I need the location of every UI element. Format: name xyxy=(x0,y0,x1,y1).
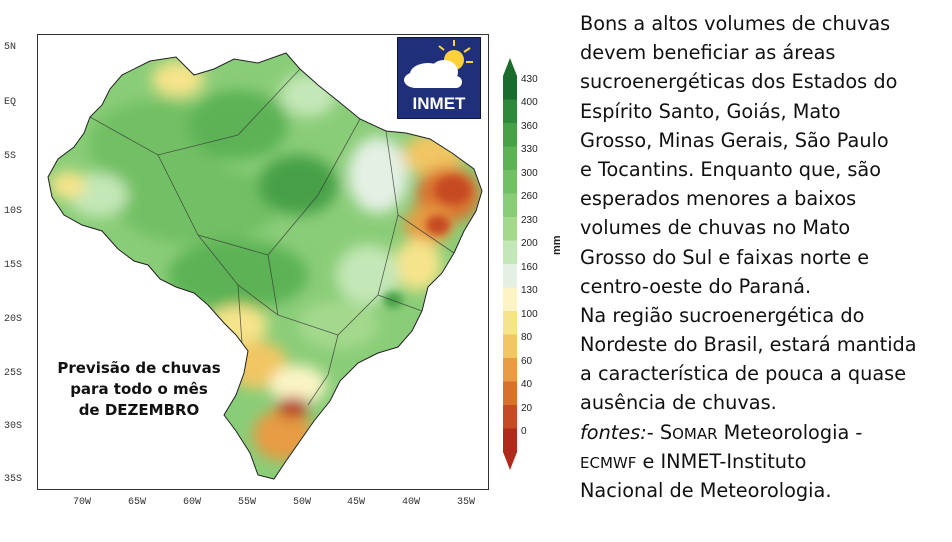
text-line: Nordeste do Brasil, estará mantida xyxy=(580,333,917,357)
colorbar-swatch xyxy=(503,193,517,218)
lon-tick: 45W xyxy=(346,497,365,508)
colorbar-swatch xyxy=(503,381,517,406)
colorbar-label: 300 xyxy=(521,167,538,179)
lat-tick: 20S xyxy=(4,314,23,325)
colorbar-label: 130 xyxy=(521,285,538,297)
colorbar-label: 330 xyxy=(521,144,538,156)
colorbar-label: 60 xyxy=(521,355,533,367)
inmet-logo-text: INMET xyxy=(412,94,466,113)
sources-text: - S xyxy=(646,420,673,444)
colorbar-label: 100 xyxy=(521,308,538,320)
lon-tick: 60W xyxy=(182,497,201,508)
text-line: centro-oeste do Paraná. xyxy=(580,274,812,298)
lon-tick: 35W xyxy=(456,497,475,508)
text-line: ausência de chuvas. xyxy=(580,391,777,415)
colorbar-swatch xyxy=(503,264,517,288)
colorbar-max-arrow xyxy=(503,58,517,76)
sources-smallcaps: ECMWF xyxy=(580,453,637,472)
text-panel: Bons a altos volumes de chuvas devem ben… xyxy=(580,9,950,505)
colorbar-swatch xyxy=(503,76,517,100)
colorbar-swatch xyxy=(503,123,517,147)
lat-tick: EQ xyxy=(4,97,17,108)
lon-tick: 65W xyxy=(127,497,146,508)
colorbar-swatch xyxy=(503,358,517,382)
caption-line: de DEZEMBRO xyxy=(78,401,200,419)
sources-line: fontes:- SOMAR Meteorologia - xyxy=(580,418,950,447)
colorbar-swatch xyxy=(503,217,517,241)
lon-tick: 50W xyxy=(292,497,311,508)
text-line: a característica de pouca a quase xyxy=(580,362,907,386)
colorbar-swatch xyxy=(503,240,517,265)
text-line: Na região sucroenergética do xyxy=(580,303,865,327)
text-line: volumes de chuvas no Mato xyxy=(580,216,851,240)
colorbar-swatch xyxy=(503,428,517,453)
text-line: Grosso, Minas Gerais, São Paulo xyxy=(580,128,889,152)
lat-tick: 30S xyxy=(4,421,23,432)
colorbar-swatch xyxy=(503,405,517,429)
sources-smallcaps: OMAR xyxy=(672,424,718,443)
lon-tick: 55W xyxy=(237,497,256,508)
colorbar-swatch xyxy=(503,311,517,335)
lat-tick: 10S xyxy=(4,206,23,217)
colorbar-label: 260 xyxy=(521,191,538,203)
text-line: Grosso do Sul e faixas norte e xyxy=(580,245,870,269)
brazil-map-svg xyxy=(47,52,483,480)
colorbar-label: 0 xyxy=(521,426,527,438)
sources-line: Nacional de Meteorologia. xyxy=(580,479,832,502)
colorbar-label: 360 xyxy=(521,120,538,132)
colorbar-label: 20 xyxy=(521,402,533,414)
sources-line: ECMWF e INMET-Instituto xyxy=(580,447,950,476)
colorbar-label: 230 xyxy=(521,214,538,226)
colorbar-label: 400 xyxy=(521,97,538,109)
sources-text: e INMET-Instituto xyxy=(636,449,807,473)
weather-icon xyxy=(404,40,473,88)
colorbar-label: 40 xyxy=(521,379,533,391)
colorbar-label: 200 xyxy=(521,238,538,250)
lon-tick: 70W xyxy=(72,497,91,508)
colorbar-unit: mm xyxy=(551,235,563,255)
colorbar xyxy=(503,58,517,470)
colorbar-label: 80 xyxy=(521,332,533,344)
colorbar-swatch xyxy=(503,146,517,171)
text-line: Espírito Santo, Goiás, Mato xyxy=(580,99,841,123)
colorbar-swatch xyxy=(503,99,517,124)
colorbar-swatch xyxy=(503,287,517,312)
lat-tick: 15S xyxy=(4,260,23,271)
lat-tick: 35S xyxy=(4,474,23,485)
lat-tick: 25S xyxy=(4,368,23,379)
colorbar-label: 430 xyxy=(521,73,538,85)
lat-tick: 5N xyxy=(4,42,17,53)
text-line: devem beneficiar as áreas xyxy=(580,41,836,65)
colorbar-min-arrow xyxy=(503,452,517,470)
caption-line: para todo o mês xyxy=(70,380,208,398)
colorbar-swatch xyxy=(503,170,517,194)
text-line: e Tocantins. Enquanto que, são xyxy=(580,157,881,181)
text-line: Bons a altos volumes de chuvas xyxy=(580,12,891,35)
sources-label: fontes: xyxy=(580,420,647,444)
colorbar-label: 160 xyxy=(521,261,538,273)
lat-tick: 5S xyxy=(4,151,17,162)
sources-text: Meteorologia - xyxy=(717,420,863,444)
text-line: sucroenergéticas dos Estados do xyxy=(580,70,898,94)
caption-line: Previsão de chuvas xyxy=(57,359,221,377)
map-caption: Previsão de chuvas para todo o mês de DE… xyxy=(40,358,238,421)
inmet-logo: INMET xyxy=(397,37,481,119)
text-line: esperados menores a baixos xyxy=(580,187,857,211)
lon-tick: 40W xyxy=(401,497,420,508)
map-panel: 5N EQ 5S 10S 15S 20S 25S 30S 35S xyxy=(4,34,563,508)
colorbar-swatch xyxy=(503,334,517,359)
